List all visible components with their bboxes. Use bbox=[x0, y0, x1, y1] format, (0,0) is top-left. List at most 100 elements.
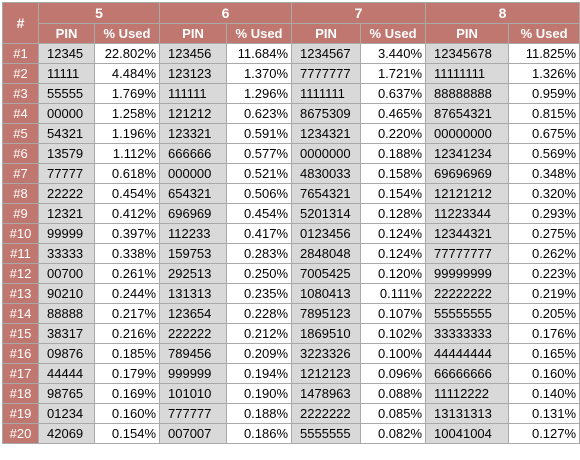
table-row: #18 98765 0.169% 101010 0.190% 1478963 0.088% 1… bbox=[2, 383, 580, 404]
pin-cell: 1080413 bbox=[291, 283, 362, 304]
percent-used-cell: 0.140% bbox=[508, 383, 580, 404]
percent-used-cell: 22.802% bbox=[93, 43, 161, 64]
rank-cell: #6 bbox=[2, 143, 39, 164]
percent-used-cell: 0.397% bbox=[93, 223, 161, 244]
percent-used-cell: 0.085% bbox=[360, 403, 427, 424]
pin-cell: 38317 bbox=[38, 323, 95, 344]
pin-cell: 131313 bbox=[159, 283, 228, 304]
pin-cell: 11223344 bbox=[425, 203, 510, 224]
pin-cell: 87654321 bbox=[425, 103, 510, 124]
pin-cell: 90210 bbox=[38, 283, 95, 304]
pin-cell: 1478963 bbox=[291, 383, 362, 404]
percent-used-cell: 0.179% bbox=[93, 363, 161, 384]
pin-cell: 111111 bbox=[159, 83, 228, 104]
percent-used-cell: 0.169% bbox=[93, 383, 161, 404]
pin-cell: 101010 bbox=[159, 383, 228, 404]
percent-used-cell: 0.165% bbox=[508, 343, 580, 364]
group-header-8-digit: 8 bbox=[425, 2, 580, 24]
table-row: #15 38317 0.216% 222222 0.212% 1869510 0.102% 3… bbox=[2, 323, 580, 344]
pin-cell: 11111111 bbox=[425, 63, 510, 84]
table-row: #1 12345 22.802% 123456 11.684% 1234567 3.440%… bbox=[2, 43, 580, 64]
pin-cell: 7895123 bbox=[291, 303, 362, 324]
pin-cell: 999999 bbox=[159, 363, 228, 384]
pin-cell: 33333333 bbox=[425, 323, 510, 344]
table-row: #8 22222 0.454% 654321 0.506% 7654321 0.154% 12… bbox=[2, 183, 580, 204]
pin-cell: 3223326 bbox=[291, 343, 362, 364]
percent-used-cell: 0.412% bbox=[93, 203, 161, 224]
table-row: #19 01234 0.160% 777777 0.188% 2222222 0.085% 1… bbox=[2, 403, 580, 424]
pin-cell: 10041004 bbox=[425, 423, 510, 444]
percent-used-cell: 1.112% bbox=[93, 143, 161, 164]
pin-cell: 88888 bbox=[38, 303, 95, 324]
percent-used-cell: 0.102% bbox=[360, 323, 427, 344]
percent-used-cell: 0.186% bbox=[226, 423, 293, 444]
pin-cell: 33333 bbox=[38, 243, 95, 264]
percent-used-cell: 0.205% bbox=[508, 303, 580, 324]
percent-used-cell: 0.190% bbox=[226, 383, 293, 404]
percent-used-cell: 0.188% bbox=[360, 143, 427, 164]
pin-cell: 123456 bbox=[159, 43, 228, 64]
percent-used-column-header: % Used bbox=[93, 23, 161, 44]
pin-cell: 000000 bbox=[159, 163, 228, 184]
percent-used-cell: 0.244% bbox=[93, 283, 161, 304]
pin-cell: 77777 bbox=[38, 163, 95, 184]
pin-cell: 0123456 bbox=[291, 223, 362, 244]
pin-cell: 112233 bbox=[159, 223, 228, 244]
percent-used-cell: 0.216% bbox=[93, 323, 161, 344]
pin-cell: 1111111 bbox=[291, 83, 362, 104]
percent-used-cell: 11.684% bbox=[226, 43, 293, 64]
rank-cell: #9 bbox=[2, 203, 39, 224]
percent-used-cell: 0.219% bbox=[508, 283, 580, 304]
pin-cell: 55555 bbox=[38, 83, 95, 104]
percent-used-cell: 0.569% bbox=[508, 143, 580, 164]
table-header: # 5 6 7 8 PIN % Used PIN % Used PIN % Us… bbox=[2, 2, 580, 44]
percent-used-cell: 0.176% bbox=[508, 323, 580, 344]
table-row: #14 88888 0.217% 123654 0.228% 7895123 0.107% 5… bbox=[2, 303, 580, 324]
table-row: #13 90210 0.244% 131313 0.235% 1080413 0.111% 2… bbox=[2, 283, 580, 304]
rank-cell: #20 bbox=[2, 423, 39, 444]
percent-used-cell: 0.096% bbox=[360, 363, 427, 384]
rank-cell: #10 bbox=[2, 223, 39, 244]
percent-used-cell: 4.484% bbox=[93, 63, 161, 84]
percent-used-cell: 0.131% bbox=[508, 403, 580, 424]
pin-cell: 0000000 bbox=[291, 143, 362, 164]
percent-used-cell: 0.154% bbox=[360, 183, 427, 204]
rank-cell: #13 bbox=[2, 283, 39, 304]
pin-cell: 55555555 bbox=[425, 303, 510, 324]
pin-column-header: PIN bbox=[159, 23, 228, 44]
percent-used-cell: 0.154% bbox=[93, 423, 161, 444]
rank-cell: #5 bbox=[2, 123, 39, 144]
pin-cell: 5201314 bbox=[291, 203, 362, 224]
pin-cell: 54321 bbox=[38, 123, 95, 144]
percent-used-cell: 0.100% bbox=[360, 343, 427, 364]
pin-cell: 01234 bbox=[38, 403, 95, 424]
table-row: #10 99999 0.397% 112233 0.417% 0123456 0.124% 1… bbox=[2, 223, 580, 244]
percent-used-cell: 1.196% bbox=[93, 123, 161, 144]
pin-cell: 42069 bbox=[38, 423, 95, 444]
rank-cell: #19 bbox=[2, 403, 39, 424]
rank-cell: #14 bbox=[2, 303, 39, 324]
percent-used-cell: 0.417% bbox=[226, 223, 293, 244]
rank-cell: #3 bbox=[2, 83, 39, 104]
table-row: #12 00700 0.261% 292513 0.250% 7005425 0.120% 9… bbox=[2, 263, 580, 284]
pin-cell: 77777777 bbox=[425, 243, 510, 264]
pin-cell: 7654321 bbox=[291, 183, 362, 204]
percent-used-cell: 1.326% bbox=[508, 63, 580, 84]
pin-cell: 99999 bbox=[38, 223, 95, 244]
percent-used-cell: 0.618% bbox=[93, 163, 161, 184]
percent-used-cell: 3.440% bbox=[360, 43, 427, 64]
table-body: #1 12345 22.802% 123456 11.684% 1234567 3.440%… bbox=[2, 43, 580, 444]
percent-used-cell: 1.721% bbox=[360, 63, 427, 84]
pin-cell: 12341234 bbox=[425, 143, 510, 164]
rank-cell: #12 bbox=[2, 263, 39, 284]
percent-used-cell: 0.160% bbox=[93, 403, 161, 424]
percent-used-cell: 0.185% bbox=[93, 343, 161, 364]
pin-cell: 777777 bbox=[159, 403, 228, 424]
pin-cell: 99999999 bbox=[425, 263, 510, 284]
percent-used-cell: 0.815% bbox=[508, 103, 580, 124]
pin-cell: 00700 bbox=[38, 263, 95, 284]
table-row: #16 09876 0.185% 789456 0.209% 3223326 0.100% 4… bbox=[2, 343, 580, 364]
percent-used-cell: 0.220% bbox=[360, 123, 427, 144]
percent-used-cell: 0.320% bbox=[508, 183, 580, 204]
rank-cell: #15 bbox=[2, 323, 39, 344]
